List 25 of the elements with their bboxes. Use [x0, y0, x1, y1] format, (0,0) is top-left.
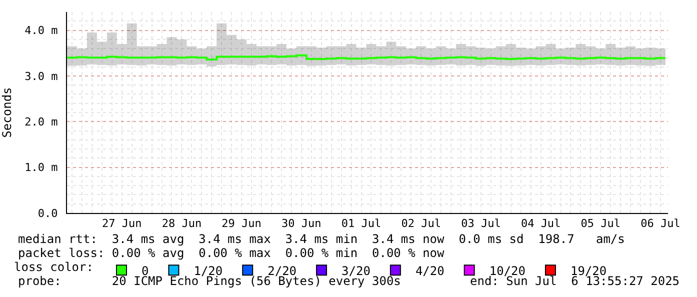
legend-label: 1/20	[194, 264, 223, 278]
x-tick-label: 01 Jul	[341, 217, 382, 230]
text: packet loss: 0.00 % avg 0.00 % max 0.00 % min 0.00 % now	[18, 246, 446, 260]
x-tick-label: 05 Jul	[580, 217, 621, 230]
y-tick-label: 2.0 m	[24, 115, 58, 128]
legend-title: loss color:	[14, 260, 94, 274]
y-tick-label: 4.0 m	[24, 24, 58, 38]
x-tick-label: 06 Jul	[640, 217, 680, 230]
y-axis-title: Seconds	[0, 87, 14, 138]
text: median rtt: 3.4 ms avg 3.4 ms max 3.4 ms min 3.4 ms now 0.0 ms sd 198.7 am/s	[18, 232, 625, 246]
y-tick-label: 3.0 m	[24, 70, 58, 83]
legend-label: 3/20	[342, 264, 370, 278]
y-tick-label: 1.0 m	[24, 161, 58, 174]
legend-label: 2/20	[268, 264, 297, 278]
x-tick-label: 27 Jun	[102, 217, 142, 230]
legend-label: 4/20	[415, 264, 444, 278]
x-tick-label: 30 Jun	[282, 217, 322, 230]
x-tick-label: 02 Jul	[401, 217, 441, 230]
legend-label: 10/20	[489, 264, 526, 278]
legend-label: 19/20	[570, 264, 607, 278]
x-tick-label: 03 Jul	[461, 217, 501, 230]
x-tick-label: 04 Jul	[520, 217, 561, 230]
x-tick-label: 28 Jun	[162, 217, 202, 230]
y-tick-label: 0.0	[38, 206, 58, 220]
x-tick-label: 29 Jun	[222, 217, 262, 230]
